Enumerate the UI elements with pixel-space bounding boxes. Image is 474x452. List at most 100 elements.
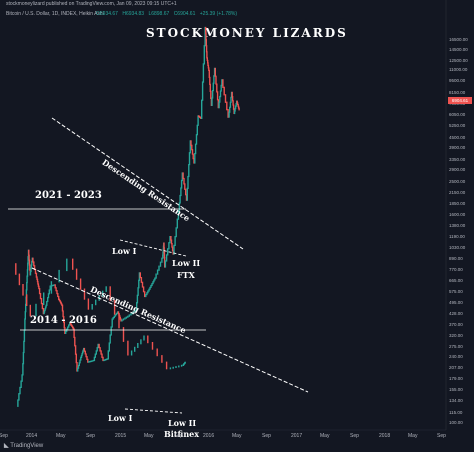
- main-candle-216: [191, 144, 193, 151]
- label-ftx: FTX: [177, 270, 195, 280]
- price-tick-label: 12500.00: [449, 57, 468, 63]
- main-candle-78: [68, 324, 70, 328]
- main-candle-220: [194, 153, 196, 164]
- main-candle-197: [175, 227, 177, 238]
- time-tick-label: May: [56, 433, 66, 439]
- time-tick-label: May: [232, 433, 242, 439]
- time-tick-label: Sep: [437, 433, 446, 439]
- main-candle-286: [237, 102, 239, 106]
- time-tick-label: 2014: [26, 433, 38, 439]
- main-candle-252: [212, 82, 214, 92]
- main-candle-85: [73, 328, 75, 338]
- price-tick-label: 6050.00: [449, 112, 466, 118]
- main-candle-219: [193, 158, 195, 164]
- overlay-candle-3: [26, 294, 28, 306]
- price-tick-label: 2900.00: [449, 167, 466, 173]
- main-candle-145: [128, 314, 130, 317]
- main-candle-60: [54, 284, 56, 289]
- resistance-line-top: [51, 117, 244, 250]
- main-candle-192: [171, 243, 173, 248]
- price-tick-label: 2500.00: [449, 178, 466, 184]
- main-candle-23: [29, 264, 31, 271]
- main-candle-8: [23, 329, 26, 342]
- main-candle-282: [234, 105, 237, 110]
- label-low-1-top: Low I: [112, 246, 137, 256]
- main-candle-106: [89, 360, 91, 363]
- main-candle-218: [192, 153, 194, 160]
- main-candle-10: [24, 311, 26, 320]
- main-candle-84: [72, 327, 75, 330]
- symbol-line[interactable]: Bitcoin / U.S. Dollar, 1D, INDEX, Heikin…: [6, 11, 104, 17]
- main-candle-205: [182, 172, 184, 179]
- main-candle-234: [204, 26, 206, 47]
- main-candle-119: [102, 356, 104, 362]
- ohlc-close: C6904.61: [173, 11, 196, 17]
- overlay-candle-19: [105, 286, 107, 292]
- main-candle-5: [22, 363, 24, 376]
- main-candle-156: [140, 277, 143, 283]
- main-candle-198: [176, 218, 178, 229]
- main-candle-213: [188, 152, 191, 166]
- price-tick-label: 1380.00: [449, 223, 466, 229]
- overlay-candle-35: [169, 367, 172, 370]
- main-candle-1: [18, 393, 20, 401]
- low-line-bottom: [124, 408, 183, 414]
- main-candle-95: [80, 355, 83, 358]
- time-tick-label: 2016: [203, 433, 215, 439]
- published-line: stockmoneylizard published on TradingVie…: [6, 1, 177, 7]
- main-candle-13: [25, 289, 28, 298]
- price-tick-label: 240.00: [449, 354, 463, 360]
- main-candle-190: [170, 236, 172, 241]
- main-candle-289: [238, 107, 240, 111]
- main-candle-40: [38, 288, 41, 295]
- main-candle-82: [71, 324, 73, 328]
- label-low-2-top: Low II: [172, 258, 201, 268]
- main-candle-142: [124, 317, 126, 320]
- main-candle-154: [138, 272, 141, 281]
- main-candle-269: [227, 109, 229, 118]
- main-candle-35: [36, 276, 38, 280]
- main-candle-240: [206, 57, 208, 61]
- main-candle-46: [43, 309, 46, 313]
- main-candle-175: [162, 254, 164, 259]
- ohlc-high: H6934.83: [122, 11, 145, 17]
- main-candle-188: [168, 242, 170, 250]
- main-candle-214: [189, 140, 191, 154]
- main-candle-70: [61, 304, 64, 312]
- label-low-2-bottom: Low II: [168, 418, 197, 428]
- ohlc-change: +25.39 (+1.78%): [199, 11, 238, 17]
- main-candle-74: [64, 327, 66, 334]
- time-tick-label: Sep: [262, 433, 271, 439]
- main-candle-118: [101, 353, 103, 358]
- main-candle-255: [214, 67, 216, 77]
- main-candle-14: [26, 282, 28, 291]
- main-candle-238: [205, 45, 208, 53]
- label-bitfinex: Bitfinex: [164, 429, 199, 439]
- price-tick-label: 575.00: [449, 288, 463, 294]
- price-tick-label: 134.00: [449, 398, 463, 403]
- main-candle-203: [180, 179, 183, 189]
- main-candle-207: [184, 183, 186, 190]
- overlay-candle-11: [75, 268, 78, 280]
- main-candle-42: [40, 298, 43, 305]
- overlay-2021-2023-series: [15, 258, 186, 370]
- main-candle-72: [63, 316, 65, 323]
- main-candle-265: [222, 79, 224, 88]
- main-candle-97: [81, 351, 84, 355]
- main-candle-31: [33, 261, 35, 267]
- main-candle-108: [91, 360, 93, 362]
- main-candle-0: [17, 399, 19, 407]
- main-candle-276: [231, 96, 234, 102]
- main-candle-217: [191, 149, 194, 155]
- time-tick-label: May: [408, 433, 418, 439]
- overlay-candle-14: [87, 298, 90, 310]
- price-tick-label: 320.00: [449, 332, 463, 338]
- main-candle-90: [77, 367, 79, 372]
- main-candle-66: [59, 299, 61, 303]
- main-candle-6: [22, 351, 25, 365]
- main-candle-79: [69, 322, 71, 326]
- main-candle-262: [219, 90, 222, 98]
- main-candle-250: [211, 97, 213, 106]
- overlay-candle-10: [72, 258, 74, 270]
